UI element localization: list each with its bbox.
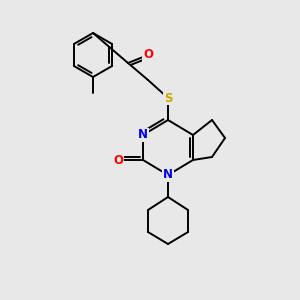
Text: O: O: [143, 49, 153, 62]
Text: S: S: [164, 92, 172, 104]
Text: N: N: [163, 169, 173, 182]
Text: O: O: [113, 154, 123, 166]
Text: N: N: [138, 128, 148, 142]
